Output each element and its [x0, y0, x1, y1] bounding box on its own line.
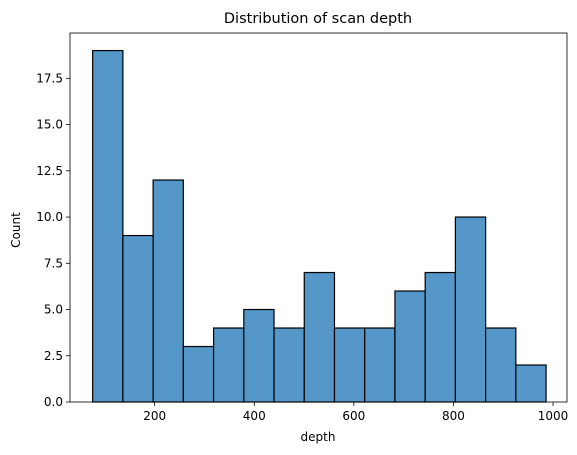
- y-tick-label: 12.5: [36, 164, 63, 178]
- histogram-bar-14: [485, 327, 517, 403]
- x-tick-label: 400: [243, 409, 266, 423]
- histogram-bar-5: [212, 327, 245, 403]
- y-tick-label: 2.5: [44, 349, 63, 363]
- histogram-bar-3: [152, 179, 184, 403]
- y-axis-ticks: 0.0 2.5 5.0 7.5 10.0 12.5 15.0 17.5: [36, 71, 70, 409]
- y-tick-label: 15.0: [36, 118, 63, 132]
- histogram-bar-7: [273, 327, 305, 403]
- plot-frame: [69, 32, 568, 403]
- x-tick-label: 200: [143, 409, 166, 423]
- histogram-bar-1: [92, 49, 124, 403]
- y-axis-label: Count: [9, 212, 23, 248]
- x-tick-label: 600: [342, 409, 365, 423]
- histogram-bar-15: [515, 364, 547, 403]
- y-tick-label: 10.0: [36, 210, 63, 224]
- histogram-bar-8: [303, 271, 336, 403]
- histogram-bar-10: [364, 327, 396, 403]
- histogram-bar-12: [424, 271, 456, 403]
- histogram-bar-11: [394, 290, 426, 403]
- histogram-bar-6: [243, 308, 275, 403]
- y-tick-label: 5.0: [44, 303, 63, 317]
- histogram-bar-13: [454, 216, 487, 403]
- y-tick-label: 0.0: [44, 395, 63, 409]
- histogram-bar-9: [333, 327, 366, 403]
- x-axis-label: depth: [301, 430, 336, 444]
- x-tick-label: 1000: [538, 409, 569, 423]
- y-tick-label: 17.5: [36, 71, 63, 85]
- histogram-bar-2: [122, 234, 154, 403]
- x-tick-label: 800: [442, 409, 465, 423]
- bars-group: [92, 49, 547, 403]
- y-tick-label: 7.5: [44, 256, 63, 270]
- histogram-bar-4: [182, 345, 215, 403]
- chart-title: Distribution of scan depth: [224, 11, 412, 27]
- x-axis-ticks: 200 400 600 800 1000: [143, 402, 568, 423]
